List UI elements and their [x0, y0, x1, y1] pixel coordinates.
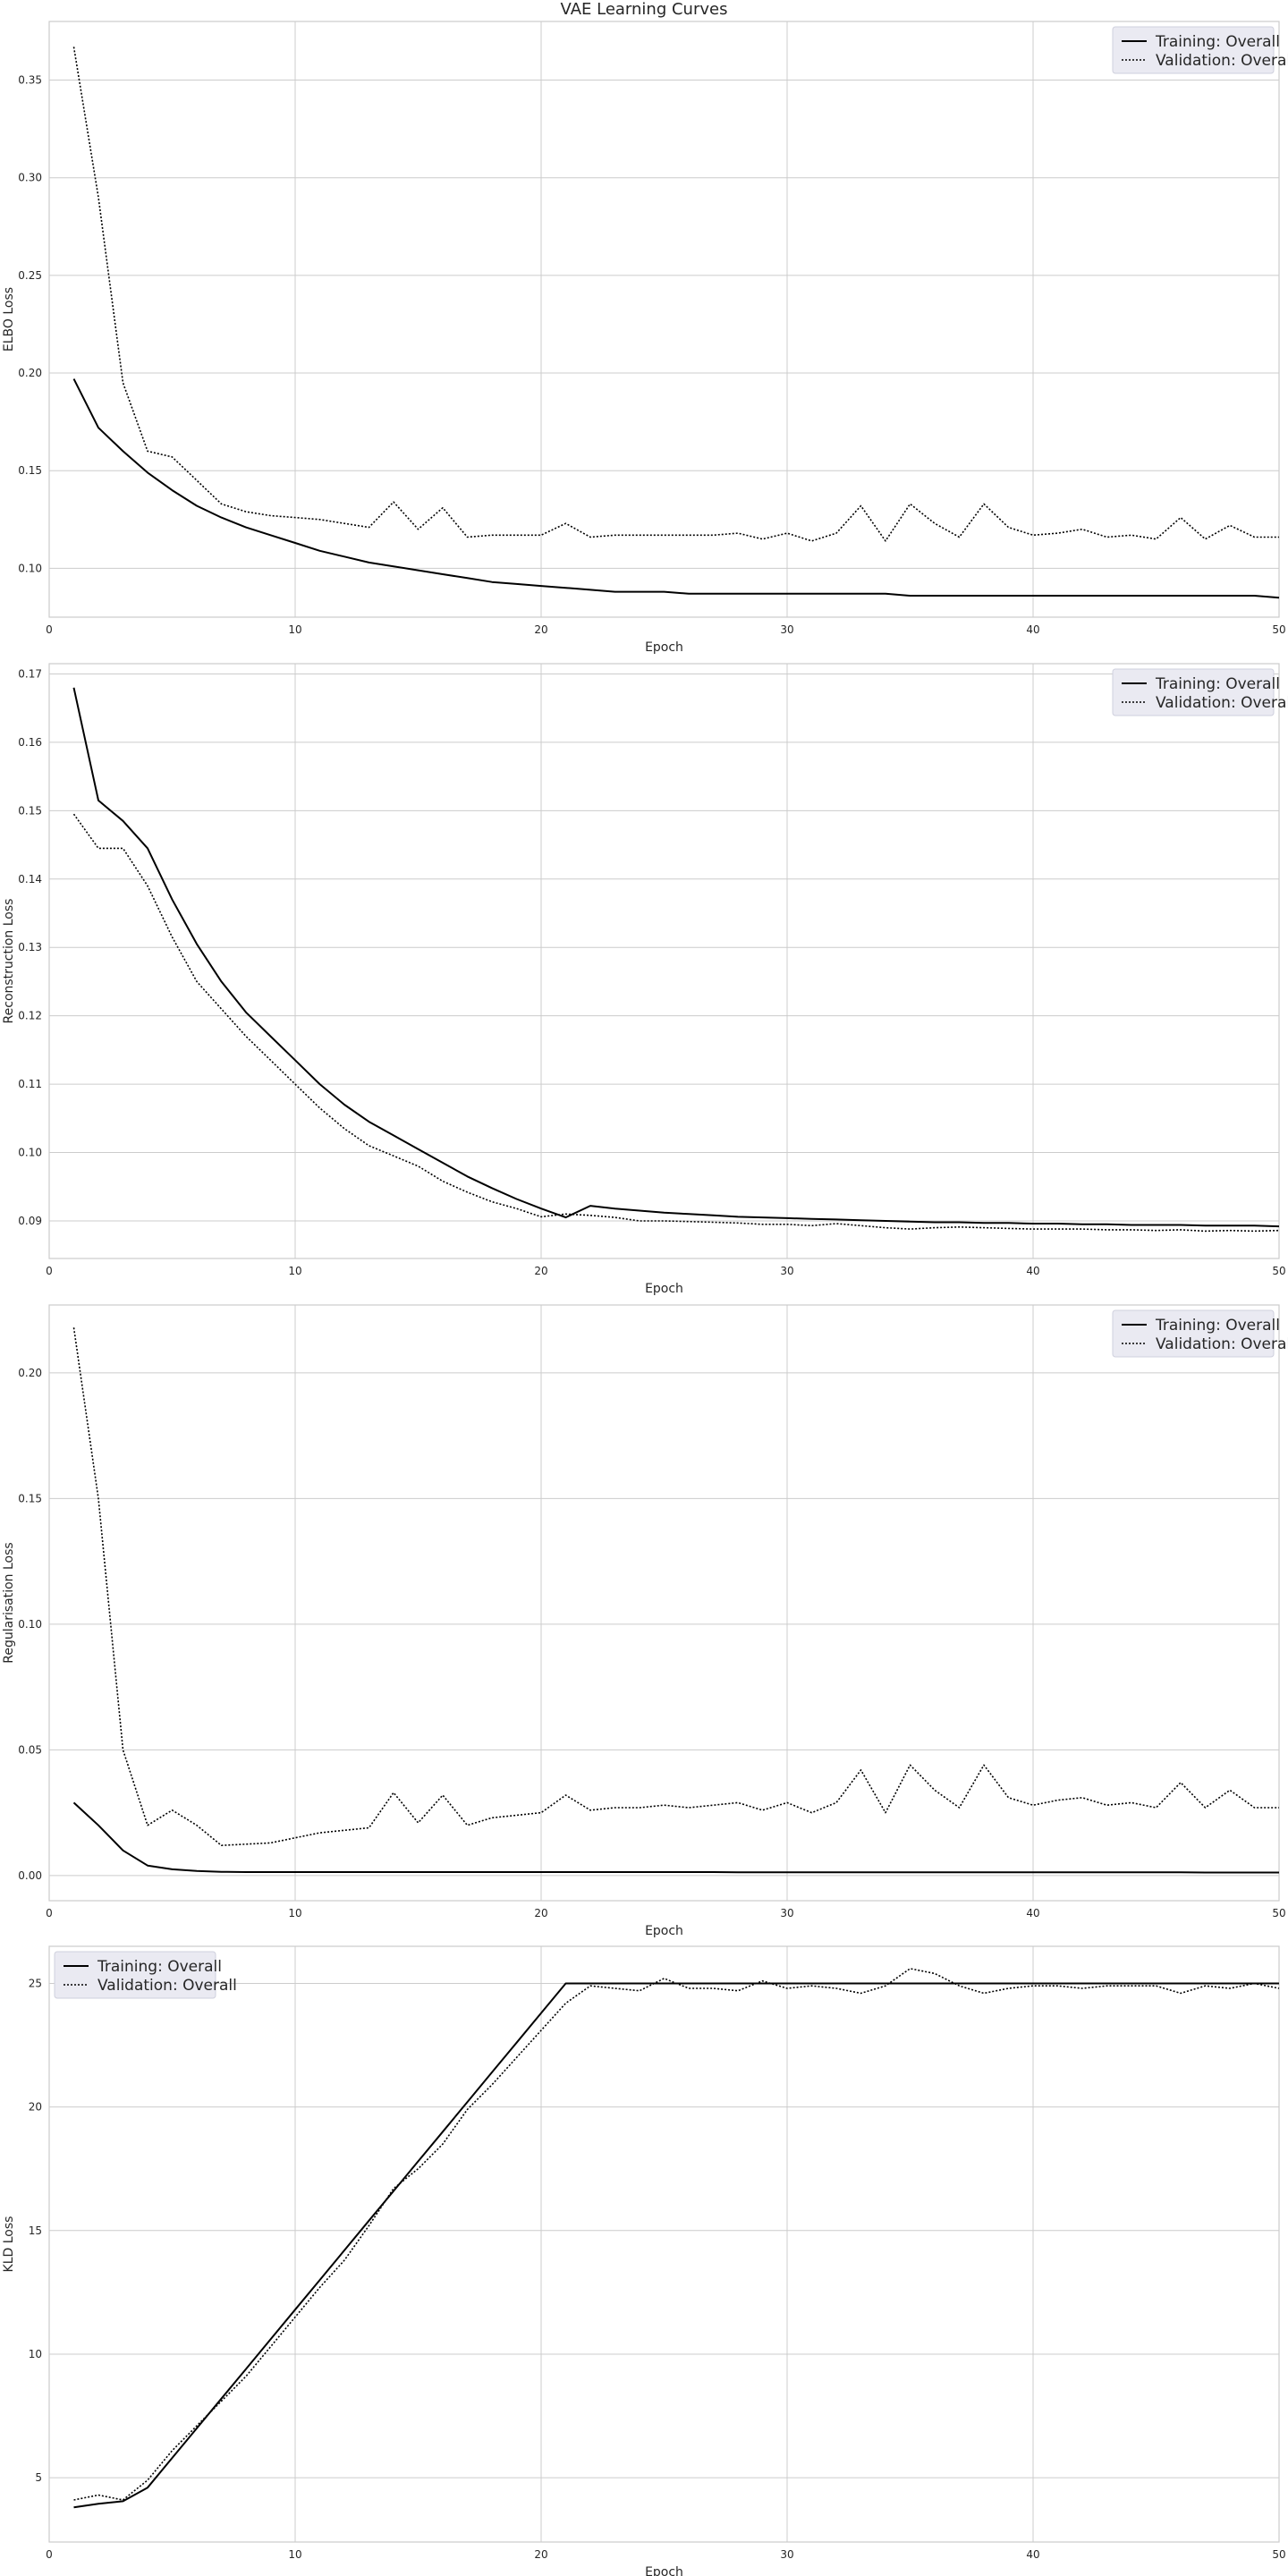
y-tick-label: 0.05 [18, 1743, 42, 1756]
plot-frame [48, 1945, 1280, 2543]
y-tick-label: 0.25 [18, 269, 42, 282]
y-tick-label: 0.15 [18, 464, 42, 477]
x-tick-label: 50 [1272, 1907, 1285, 1919]
chart-panels: 0 10 20 30 40 500.100.150.200.250.300.35Epoch… [2, 21, 1288, 2576]
series-line-training [73, 1982, 1279, 2509]
plot-frame [48, 21, 1280, 618]
y-axis-label: Reconstruction Loss [2, 899, 16, 1024]
x-tick-label: 10 [288, 623, 301, 636]
y-tick-label: 0.30 [18, 172, 42, 184]
legend-label: Validation: Overall [1156, 52, 1288, 70]
y-axis-label: ELBO Loss [2, 287, 16, 352]
y-tick-label: 0.14 [18, 873, 42, 886]
series-line-validation [72, 47, 1279, 542]
y-tick-label: 0.09 [18, 1215, 42, 1227]
x-tick-label: 20 [534, 2548, 547, 2561]
series-line-validation [72, 813, 1280, 1233]
y-tick-label: 20 [29, 2101, 42, 2114]
x-tick-label: 10 [288, 1265, 301, 1277]
y-tick-label: 0.20 [18, 1367, 42, 1379]
legend-box [1112, 26, 1275, 74]
plot-frame [48, 663, 1280, 1259]
y-tick-label: 0.13 [18, 941, 42, 953]
legend-label: Validation: Overall [1156, 694, 1288, 712]
legend-box [1112, 668, 1275, 716]
y-tick-label: 0.00 [18, 1869, 42, 1882]
x-tick-label: 20 [534, 1907, 547, 1919]
legend-label: Training: Overall [97, 1958, 222, 1976]
series-line-validation [72, 1327, 1279, 1846]
y-tick-label: 0.17 [18, 667, 42, 680]
y-tick-label: 0.15 [18, 804, 42, 817]
legend-label: Validation: Overall [97, 1977, 237, 1995]
x-tick-label: 30 [780, 2548, 793, 2561]
y-axis-label: KLD Loss [2, 2216, 16, 2273]
legend-label: Training: Overall [1155, 33, 1280, 51]
y-axis-label: Regularisation Loss [2, 1542, 16, 1663]
x-tick-label: 10 [288, 1907, 301, 1919]
x-tick-label: 40 [1026, 623, 1039, 636]
legend-label: Training: Overall [1155, 1317, 1280, 1335]
x-tick-label: 0 [46, 2548, 53, 2561]
y-tick-label: 10 [29, 2348, 42, 2360]
legend-box [54, 1951, 216, 1999]
x-tick-label: 0 [46, 1265, 53, 1277]
x-tick-label: 20 [534, 623, 547, 636]
x-tick-label: 30 [780, 623, 793, 636]
chart-panel-4: 0 10 20 30 40 50 5 10 15 20 25 Epoch KLD Loss Trainin… [2, 1945, 1286, 2576]
x-axis-label: Epoch [645, 2565, 683, 2576]
series-line-training [72, 687, 1280, 1228]
y-tick-label: 15 [29, 2224, 42, 2237]
y-tick-label: 0.10 [18, 1618, 42, 1631]
series-line-training [72, 1801, 1279, 1874]
y-tick-label: 25 [29, 1977, 42, 1989]
x-axis-label: Epoch [645, 1924, 683, 1938]
chart-panel-1: 0 10 20 30 40 50 0.10 0.15 0.20 0.25 0.30 0.35 Epoch… [2, 21, 1288, 655]
x-tick-label: 40 [1026, 1265, 1039, 1277]
chart-panel-3: 0 10 20 30 40 50 0.00 0.05 0.10 0.15 0.20 Epoch Regu… [2, 1304, 1288, 1938]
legend-label: Training: Overall [1155, 675, 1280, 693]
y-tick-label: 0.10 [18, 562, 42, 574]
x-tick-label: 50 [1272, 2548, 1285, 2561]
legend-box [1112, 1309, 1275, 1358]
chart-panel-2: 0 10 20 30 40 50 0.09 0.10 0.11 0.12 0.13 0.14 0.15 0… [2, 663, 1288, 1296]
y-tick-label: 0.10 [18, 1147, 42, 1159]
legend-label: Validation: Overall [1156, 1335, 1288, 1353]
x-tick-label: 20 [534, 1265, 547, 1277]
x-tick-label: 40 [1026, 1907, 1039, 1919]
x-tick-label: 0 [46, 623, 53, 636]
x-axis-label: Epoch [645, 640, 683, 655]
y-tick-label: 0.11 [18, 1078, 42, 1090]
plot-frame [48, 1304, 1280, 1902]
y-tick-label: 0.15 [18, 1492, 42, 1504]
y-tick-label: 0.20 [18, 367, 42, 379]
x-tick-label: 40 [1026, 2548, 1039, 2561]
x-axis-label: Epoch [645, 1282, 683, 1296]
figure-title: VAE Learning Curves [561, 0, 728, 19]
x-tick-label: 30 [780, 1907, 793, 1919]
y-tick-label: 5 [35, 2471, 42, 2484]
series-line-validation [73, 1968, 1280, 2501]
y-tick-label: 0.35 [18, 74, 42, 87]
x-tick-label: 10 [288, 2548, 301, 2561]
series-line-training [72, 378, 1280, 599]
x-tick-label: 30 [780, 1265, 793, 1277]
y-tick-label: 0.16 [18, 736, 42, 749]
x-tick-label: 0 [46, 1907, 53, 1919]
y-tick-label: 0.12 [18, 1010, 42, 1022]
x-tick-label: 50 [1272, 623, 1285, 636]
x-tick-label: 50 [1272, 1265, 1285, 1277]
